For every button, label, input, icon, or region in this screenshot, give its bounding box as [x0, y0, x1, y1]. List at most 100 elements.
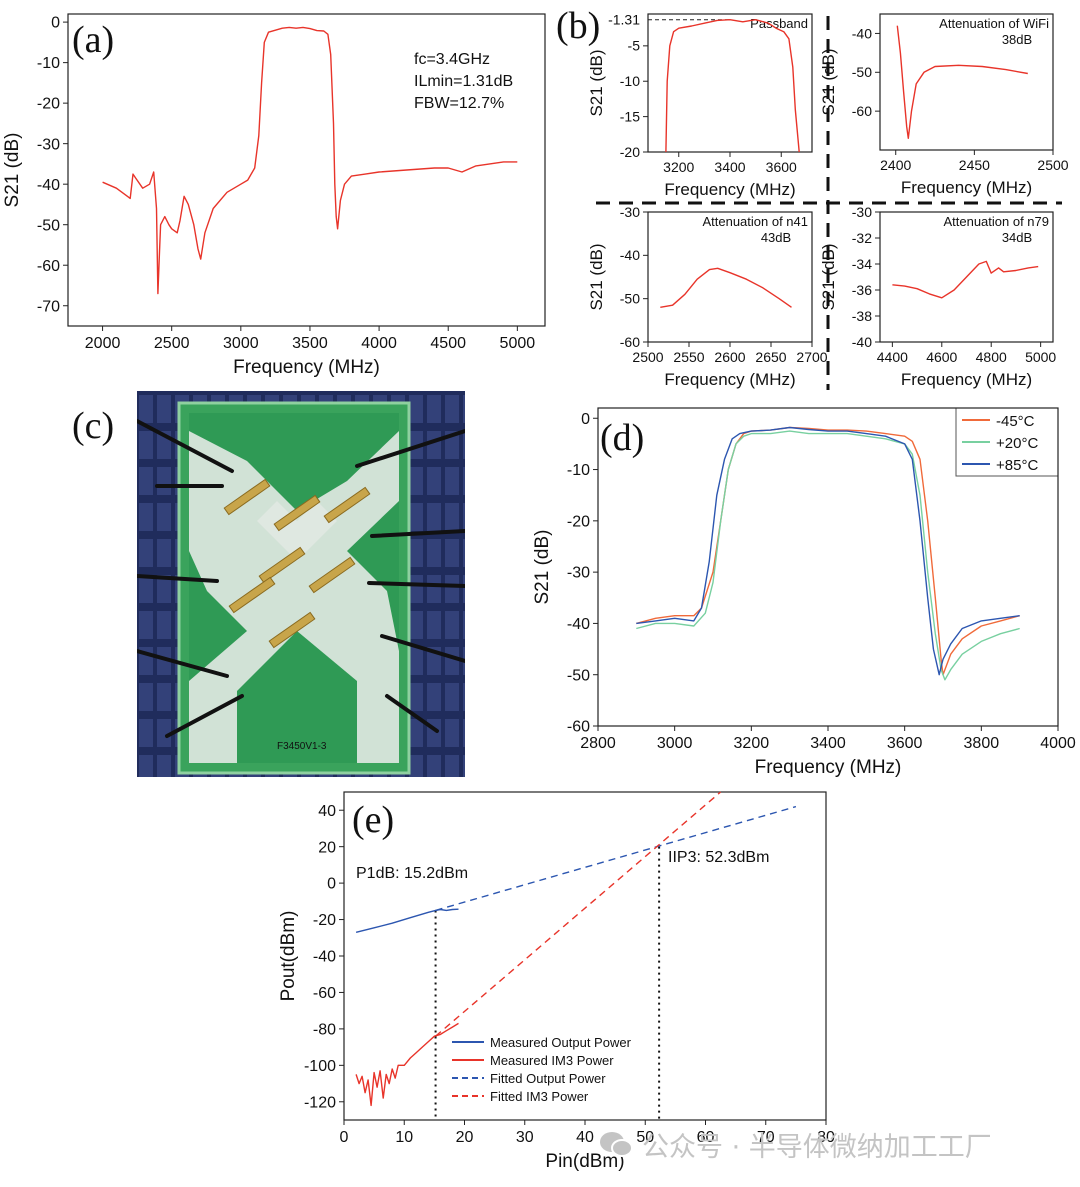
- chart-b4-ylabel: S21 (dB): [819, 243, 838, 310]
- chart-a-xtick-label: 4500: [430, 335, 466, 352]
- legend-e-label-1: Measured IM3 Power: [490, 1053, 614, 1068]
- chart-e-xtick-label: 60: [697, 1129, 715, 1146]
- chart-e-ytick-label: 0: [327, 876, 336, 893]
- chart-b3-xtick-label: 2700: [796, 349, 827, 365]
- chart-a-frame: [67, 13, 546, 327]
- chart-e-xtick-label: 0: [340, 1129, 349, 1146]
- chart-a-xtick-label: 3000: [223, 335, 259, 352]
- chart-e-ytick-label: -60: [313, 985, 336, 1002]
- chart-b4-ytick-label: -30: [852, 204, 872, 220]
- legend-e-label-2: Fitted Output Power: [490, 1071, 606, 1086]
- chart-d-ytick-label: -40: [567, 616, 590, 633]
- chart-d-series-1: [636, 430, 1020, 681]
- chip-label: F3450V1-3: [277, 741, 327, 752]
- chart-b1-xtick-label: 3600: [766, 159, 797, 175]
- chart-b1-title: Passband: [750, 16, 808, 31]
- chart-b4-ytick-label: -34: [852, 256, 872, 272]
- legend-e-label-0: Measured Output Power: [490, 1035, 632, 1050]
- chart-e-xtick-label: 40: [576, 1129, 594, 1146]
- chart-b4: 4400 4600 4800 5000 -30 -32 -34 -36 -38 -40 Freque…: [819, 204, 1056, 389]
- chart-b3-ytick-label: -40: [620, 247, 640, 263]
- chart-b4-ytick-label: -36: [852, 282, 872, 298]
- chart-b2: 2400 2450 2500 -40 -50 -60 Frequency (MHz) S21 …: [819, 13, 1069, 197]
- chart-a-ytick-label: 0: [51, 15, 60, 32]
- chart-b4-frame: [879, 211, 1054, 343]
- chart-a-ytick-label: -30: [37, 136, 60, 153]
- chart-e-ytick-label: 20: [318, 839, 336, 856]
- chart-b2-series-0: [896, 25, 1028, 140]
- chart-b1-ytick-extra: -1.31: [608, 12, 640, 28]
- chart-b3: 2500 2550 2600 2650 2700 -30 -40 -50 -60 Frequenc…: [587, 204, 828, 389]
- chip-micrograph-drawing: F3450V1-3: [137, 391, 465, 777]
- chart-e-xtick-label: 10: [395, 1129, 413, 1146]
- chart-d-series-0: [636, 426, 1020, 676]
- chart-b4-xlabel: Frequency (MHz): [901, 370, 1032, 389]
- chart-a-series-0: [102, 26, 518, 295]
- chart-d-xtick-label: 3200: [734, 735, 770, 752]
- chart-b3-subtitle: 43dB: [761, 230, 791, 245]
- chart-b1-ylabel: S21 (dB): [587, 49, 606, 116]
- chart-b3-xlabel: Frequency (MHz): [664, 370, 795, 389]
- chart-b1-ytick-label: -5: [628, 38, 641, 54]
- chart-b2-xtick-label: 2450: [959, 157, 990, 173]
- chart-b4-xtick-label: 4400: [877, 349, 908, 365]
- chart-b2-frame: [879, 13, 1054, 151]
- chart-b1-xlabel: Frequency (MHz): [664, 180, 795, 199]
- watermark-text: 公众号 · 半导体微纳加工工厂: [642, 1131, 992, 1163]
- annotation-iip3: IIP3: 52.3dBm: [668, 849, 769, 866]
- chart-b2-xtick-label: 2500: [1037, 157, 1068, 173]
- chart-a-xlabel: Frequency (MHz): [233, 357, 380, 378]
- chart-a-xtick-label: 5000: [500, 335, 536, 352]
- chart-e-ytick-label: -20: [313, 912, 336, 929]
- chart-e-xtick-label: 70: [757, 1129, 775, 1146]
- chart-b2-ylabel: S21 (dB): [819, 48, 838, 115]
- chart-b3-xtick-label: 2600: [714, 349, 745, 365]
- chart-e-ytick-label: -100: [304, 1058, 336, 1075]
- chart-e-ytick-label: -40: [313, 949, 336, 966]
- chart-e-xtick-label: 30: [516, 1129, 534, 1146]
- panel-label-c: (c): [72, 405, 114, 447]
- chart-b4-subtitle: 34dB: [1002, 230, 1032, 245]
- chart-d-xtick-label: 3400: [810, 735, 846, 752]
- chart-a-ytick-label: -50: [37, 217, 60, 234]
- chart-d-ytick-label: -60: [567, 719, 590, 736]
- annotation-p1db: P1dB: 15.2dBm: [356, 865, 468, 882]
- wechat-icon: [600, 1132, 633, 1157]
- chart-a-xtick-label: 3500: [292, 335, 328, 352]
- chart-a-ytick-label: -10: [37, 55, 60, 72]
- chart-b4-xtick-label: 4800: [976, 349, 1007, 365]
- chart-d-ytick-label: -30: [567, 565, 590, 582]
- chart-b3-ylabel: S21 (dB): [587, 243, 606, 310]
- panel-label-a: (a): [72, 19, 114, 61]
- chart-e-series-1: [355, 1022, 459, 1107]
- chart-b2-ytick-label: -50: [852, 64, 872, 80]
- chart-d-xtick-label: 3600: [887, 735, 923, 752]
- chart-e-series-0: [355, 908, 459, 933]
- chart-d-ytick-label: -10: [567, 462, 590, 479]
- chart-b2-xlabel: Frequency (MHz): [901, 178, 1032, 197]
- chart-b3-ytick-label: -30: [620, 204, 640, 220]
- watermark: 公众号 · 半导体微纳加工工厂: [598, 1124, 992, 1164]
- chart-a-ytick-label: -70: [37, 298, 60, 315]
- chart-e-series-3: [435, 791, 722, 1037]
- chart-b1-xtick-label: 3400: [714, 159, 745, 175]
- panel-label-b: (b): [556, 5, 600, 47]
- chart-b3-ytick-label: -60: [620, 334, 640, 350]
- chart-b3-xtick-label: 2500: [632, 349, 663, 365]
- legend-d-label-0: -45°C: [996, 413, 1035, 430]
- panel-label-e: (e): [352, 799, 394, 841]
- chart-b3-xtick-label: 2550: [673, 349, 704, 365]
- chip-micrograph: F3450V1-3: [137, 391, 465, 777]
- chart-d-ytick-label: -50: [567, 667, 590, 684]
- chart-a-xtick-label: 2000: [85, 335, 121, 352]
- chart-d-series-2: [636, 426, 1020, 676]
- chart-b3-title: Attenuation of n41: [702, 214, 808, 229]
- chart-b1-series-0: [665, 19, 800, 153]
- legend-d-label-1: +20°C: [996, 435, 1038, 452]
- chart-b2-ytick-label: -60: [852, 103, 872, 119]
- chart-e-xlabel: Pin(dBm): [545, 1151, 624, 1172]
- annotation-ilmin: ILmin=1.31dB: [414, 73, 513, 90]
- chart-b1-xtick-label: 3200: [663, 159, 694, 175]
- chart-b4-xtick-label: 4600: [926, 349, 957, 365]
- chart-b4-ytick-label: -32: [852, 230, 872, 246]
